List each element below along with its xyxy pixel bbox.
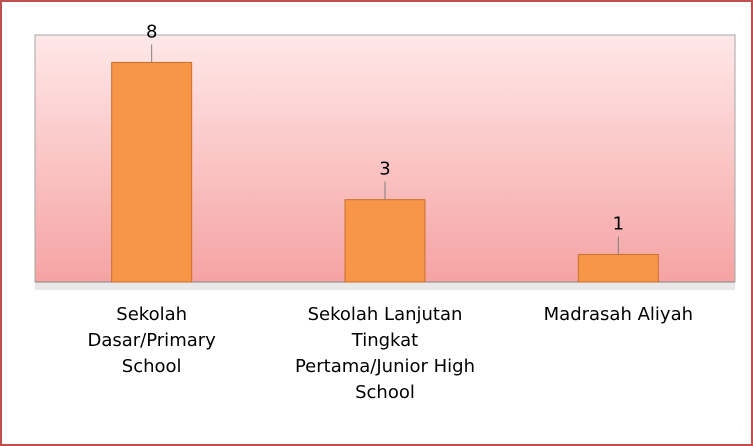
data-label: 3 [379,159,390,180]
x-tick-label: Sekolah Lanjutan Tingkat Pertama/Junior … [294,304,476,403]
axis-shadow [35,282,735,290]
data-label: 8 [146,21,157,42]
data-label: 1 [613,214,624,235]
bar [111,61,193,283]
x-tick-label: Sekolah Dasar/Primary School [87,304,216,377]
x-tick-label: Madrasah Aliyah [543,304,694,325]
bar [577,254,659,283]
bar [344,199,426,283]
